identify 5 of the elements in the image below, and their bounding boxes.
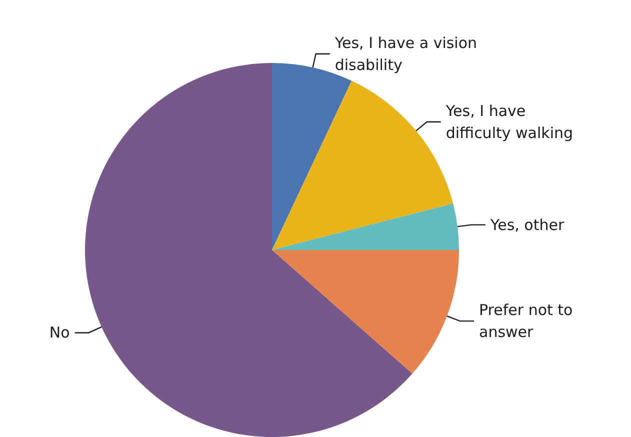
slice-label: Yes, I have difficulty walking	[444, 102, 574, 142]
slice-label: Prefer not to answer	[479, 301, 578, 342]
slice-label: No	[49, 324, 70, 342]
slice-label: Yes, other	[489, 216, 565, 234]
slice-label: Yes, I have a vision disability	[334, 34, 482, 74]
